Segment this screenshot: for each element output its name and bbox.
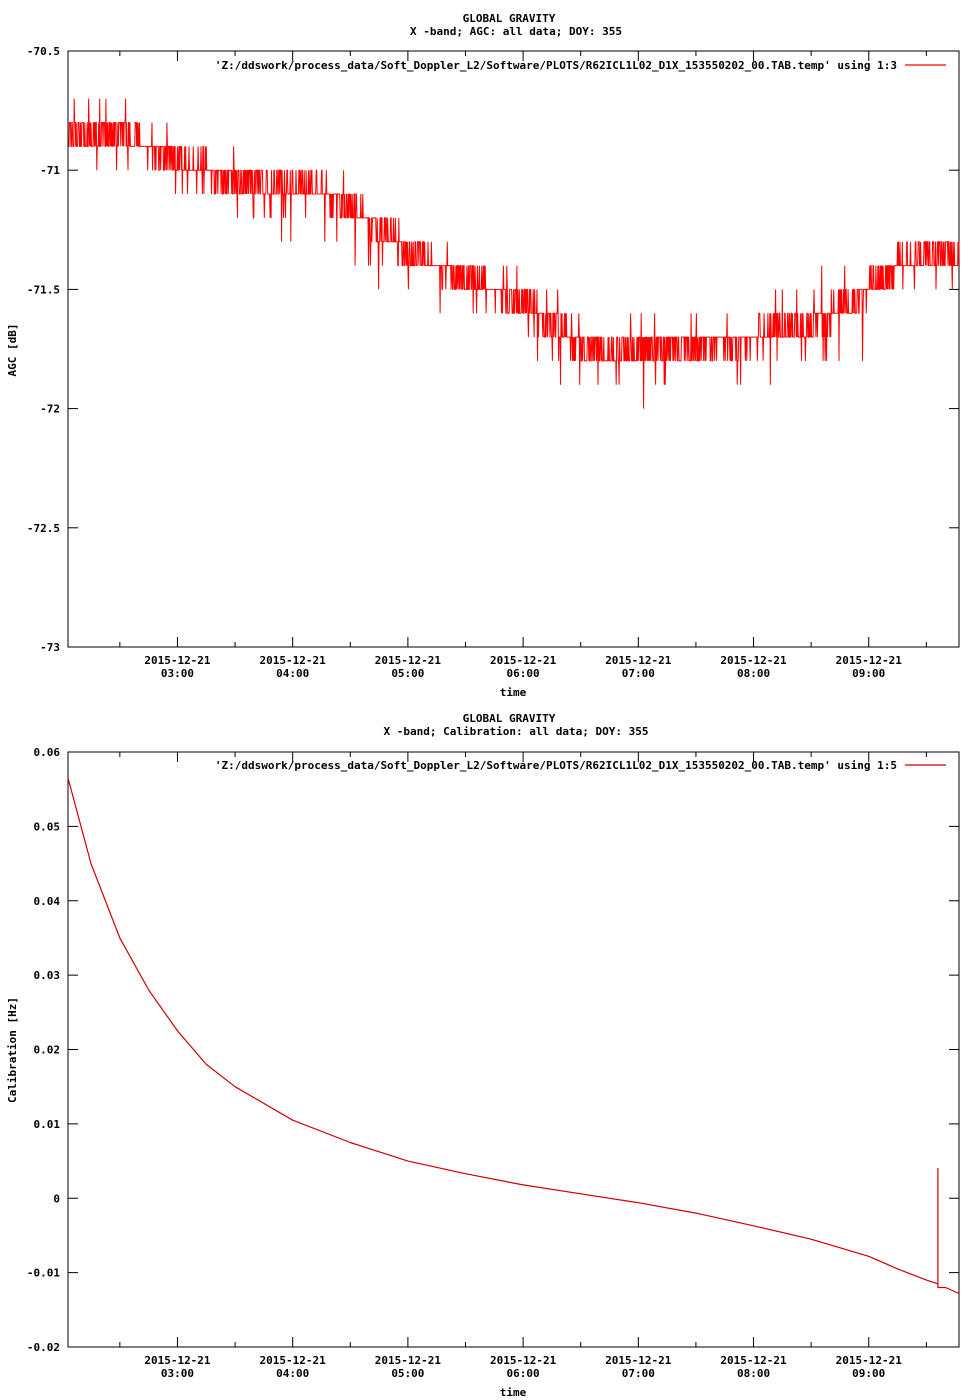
y-tick-label: -71.5 xyxy=(27,283,60,296)
x-tick-label-time: 08:00 xyxy=(737,667,770,680)
x-tick-label-date: 2015-12-21 xyxy=(375,1354,442,1367)
x-tick-label-time: 07:00 xyxy=(622,667,655,680)
legend-label: 'Z:/ddswork/process_data/Soft_Doppler_L2… xyxy=(215,59,897,72)
y-tick-label: 0.05 xyxy=(34,820,61,833)
chart-subtitle: X -band; Calibration: all data; DOY: 355 xyxy=(384,725,649,738)
y-tick-label: 0.03 xyxy=(34,969,61,982)
x-tick-label-time: 03:00 xyxy=(161,667,194,680)
x-tick-label-time: 07:00 xyxy=(622,1367,655,1380)
chart-agc: GLOBAL GRAVITY X -band; AGC: all data; D… xyxy=(6,12,960,699)
y-axis-label: AGC [dB] xyxy=(6,324,19,377)
y-tick-label: 0.02 xyxy=(34,1044,61,1057)
x-tick-label-date: 2015-12-21 xyxy=(144,1354,211,1367)
series-line xyxy=(67,777,960,1295)
chart-calibration: GLOBAL GRAVITY X -band; Calibration: all… xyxy=(6,712,960,1399)
x-tick-label-time: 05:00 xyxy=(391,667,424,680)
y-tick-label: -73 xyxy=(40,641,60,654)
x-tick-label-time: 04:00 xyxy=(276,1367,309,1380)
x-tick-label-date: 2015-12-21 xyxy=(720,654,787,667)
y-tick-label: -70.5 xyxy=(27,45,60,58)
x-tick-label-date: 2015-12-21 xyxy=(605,1354,672,1367)
x-tick-label-time: 06:00 xyxy=(507,1367,540,1380)
x-axis-label: time xyxy=(500,686,527,699)
y-tick-label: 0 xyxy=(53,1192,60,1205)
x-tick-label-time: 04:00 xyxy=(276,667,309,680)
x-tick-label-time: 08:00 xyxy=(737,1367,770,1380)
x-tick-label-time: 05:00 xyxy=(391,1367,424,1380)
y-tick-label: 0.06 xyxy=(34,746,61,759)
x-tick-label-date: 2015-12-21 xyxy=(260,1354,327,1367)
x-tick-label-date: 2015-12-21 xyxy=(490,654,557,667)
y-tick-label: -0.02 xyxy=(27,1341,60,1354)
x-tick-label-time: 03:00 xyxy=(161,1367,194,1380)
x-tick-label-date: 2015-12-21 xyxy=(836,654,903,667)
chart-title: GLOBAL GRAVITY xyxy=(463,712,556,725)
series-line xyxy=(68,98,960,409)
x-tick-label-date: 2015-12-21 xyxy=(605,654,672,667)
x-tick-label-time: 06:00 xyxy=(507,667,540,680)
x-tick-label-date: 2015-12-21 xyxy=(836,1354,903,1367)
x-tick-label-date: 2015-12-21 xyxy=(260,654,327,667)
x-tick-label-date: 2015-12-21 xyxy=(490,1354,557,1367)
y-tick-label: -0.01 xyxy=(27,1267,60,1280)
chart-subtitle: X -band; AGC: all data; DOY: 355 xyxy=(410,25,622,38)
legend-label: 'Z:/ddswork/process_data/Soft_Doppler_L2… xyxy=(215,759,897,772)
plot-frame xyxy=(67,751,960,1348)
y-tick-label: -71 xyxy=(40,164,60,177)
x-tick-label-time: 09:00 xyxy=(852,1367,885,1380)
y-tick-label: -72.5 xyxy=(27,522,60,535)
y-tick-label: -72 xyxy=(40,403,60,416)
x-tick-label-date: 2015-12-21 xyxy=(720,1354,787,1367)
x-tick-label-date: 2015-12-21 xyxy=(375,654,442,667)
chart-title: GLOBAL GRAVITY xyxy=(463,12,556,25)
x-axis-label: time xyxy=(500,1386,527,1399)
plot-frame xyxy=(67,50,960,648)
y-tick-label: 0.01 xyxy=(34,1118,61,1131)
y-axis-label: Calibration [Hz] xyxy=(6,997,19,1103)
x-tick-label-time: 09:00 xyxy=(852,667,885,680)
x-tick-label-date: 2015-12-21 xyxy=(144,654,211,667)
y-tick-label: 0.04 xyxy=(34,895,61,908)
